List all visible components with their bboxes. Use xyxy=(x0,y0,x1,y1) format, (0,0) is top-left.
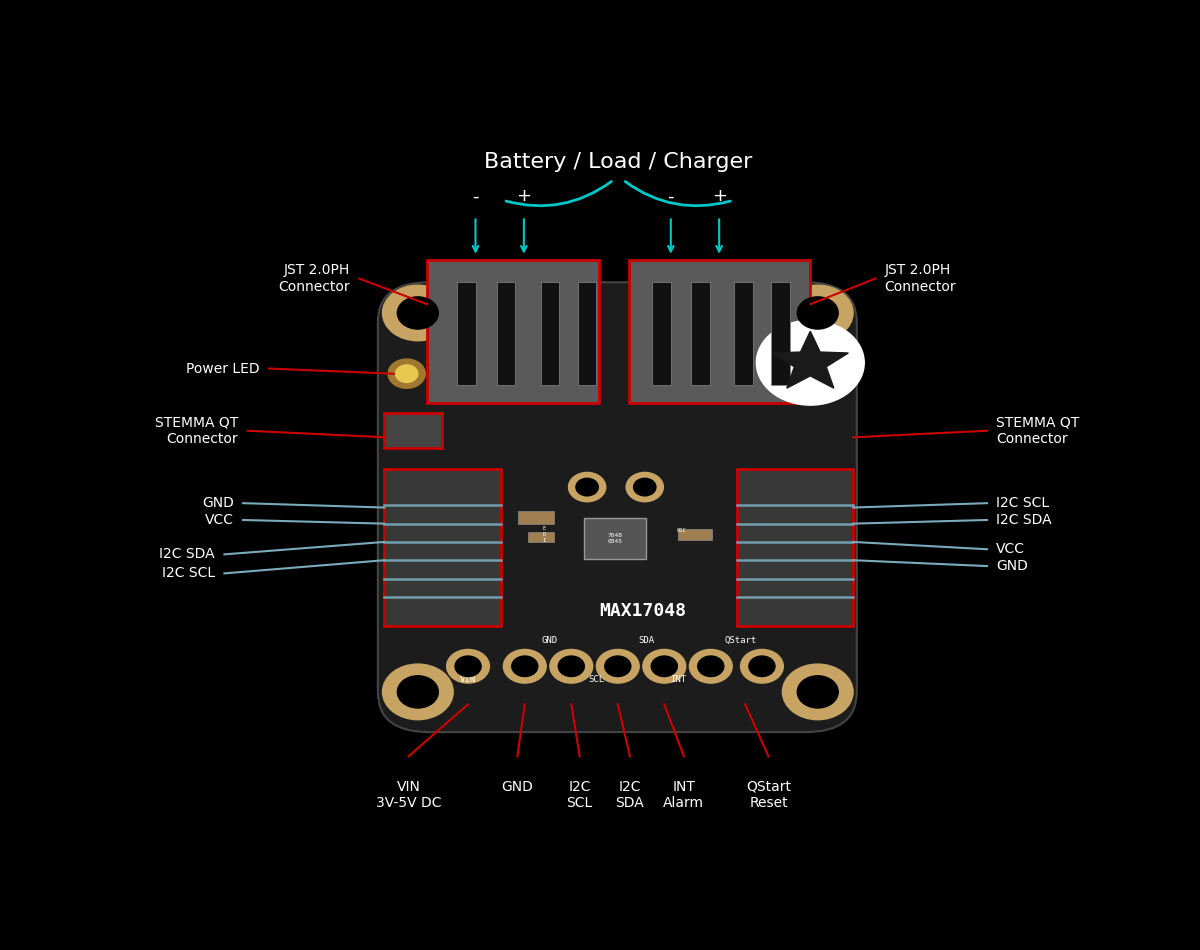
Circle shape xyxy=(569,472,606,502)
Circle shape xyxy=(749,656,775,676)
Circle shape xyxy=(797,675,839,708)
Text: -: - xyxy=(667,187,674,205)
Text: GND: GND xyxy=(202,496,234,510)
Circle shape xyxy=(455,656,481,676)
FancyBboxPatch shape xyxy=(384,468,500,626)
FancyBboxPatch shape xyxy=(457,282,475,385)
Text: GND: GND xyxy=(542,636,558,645)
FancyBboxPatch shape xyxy=(528,532,553,541)
Polygon shape xyxy=(773,332,848,389)
Circle shape xyxy=(797,296,839,329)
Circle shape xyxy=(697,656,724,676)
Text: QStart
Reset: QStart Reset xyxy=(746,780,791,809)
FancyBboxPatch shape xyxy=(734,282,752,385)
Text: INT: INT xyxy=(670,674,686,684)
Circle shape xyxy=(626,472,664,502)
Text: Power LED: Power LED xyxy=(186,362,259,375)
Text: +: + xyxy=(516,187,532,205)
Circle shape xyxy=(782,285,853,341)
Text: -: - xyxy=(473,187,479,205)
Text: INT
Alarm: INT Alarm xyxy=(664,780,704,809)
Circle shape xyxy=(558,656,584,676)
Circle shape xyxy=(446,650,490,683)
FancyBboxPatch shape xyxy=(578,282,596,385)
Text: 01C: 01C xyxy=(677,528,686,534)
Text: I2C SDA: I2C SDA xyxy=(996,513,1052,527)
Circle shape xyxy=(388,359,425,389)
Text: I2C
SDA: I2C SDA xyxy=(616,780,644,809)
Circle shape xyxy=(634,478,656,496)
Circle shape xyxy=(756,320,864,405)
FancyBboxPatch shape xyxy=(691,282,710,385)
Circle shape xyxy=(605,656,631,676)
FancyBboxPatch shape xyxy=(584,518,646,559)
Text: GND: GND xyxy=(502,780,533,793)
Text: QStart: QStart xyxy=(725,636,757,645)
Text: VCC: VCC xyxy=(205,513,234,527)
Text: VIN: VIN xyxy=(460,674,476,684)
Text: I2C SDA: I2C SDA xyxy=(160,547,215,561)
Text: JST 2.0PH
Connector: JST 2.0PH Connector xyxy=(884,263,956,294)
Circle shape xyxy=(689,650,732,683)
Circle shape xyxy=(740,650,784,683)
Text: VCC: VCC xyxy=(996,542,1025,557)
Text: STEMMA QT
Connector: STEMMA QT Connector xyxy=(155,416,239,446)
FancyBboxPatch shape xyxy=(518,511,553,524)
Circle shape xyxy=(397,296,438,329)
FancyBboxPatch shape xyxy=(772,282,790,385)
FancyBboxPatch shape xyxy=(629,260,810,403)
Text: I2C SCL: I2C SCL xyxy=(162,566,215,580)
FancyBboxPatch shape xyxy=(653,282,671,385)
FancyBboxPatch shape xyxy=(540,282,559,385)
Text: MAX17048: MAX17048 xyxy=(600,602,686,620)
FancyBboxPatch shape xyxy=(427,260,599,403)
Circle shape xyxy=(550,650,593,683)
Circle shape xyxy=(504,650,546,683)
Circle shape xyxy=(383,664,454,720)
Text: SDA: SDA xyxy=(638,636,655,645)
Circle shape xyxy=(576,478,599,496)
Circle shape xyxy=(643,650,685,683)
Circle shape xyxy=(652,656,677,676)
FancyBboxPatch shape xyxy=(384,413,442,448)
Text: I2C
SCL: I2C SCL xyxy=(566,780,593,809)
Text: JST 2.0PH
Connector: JST 2.0PH Connector xyxy=(278,263,350,294)
Circle shape xyxy=(396,365,418,383)
FancyBboxPatch shape xyxy=(737,468,853,626)
Circle shape xyxy=(596,650,640,683)
Text: Battery / Load / Charger: Battery / Load / Charger xyxy=(484,152,752,172)
FancyBboxPatch shape xyxy=(678,529,712,541)
Circle shape xyxy=(397,675,438,708)
Text: VIN
3V-5V DC: VIN 3V-5V DC xyxy=(376,780,442,809)
Text: I2C SCL: I2C SCL xyxy=(996,496,1050,510)
Text: +: + xyxy=(712,187,727,205)
Text: SCL: SCL xyxy=(588,674,605,684)
Text: GND: GND xyxy=(996,559,1028,573)
Circle shape xyxy=(782,664,853,720)
Text: E
D
I: E D I xyxy=(542,526,546,542)
Text: 7048
0845: 7048 0845 xyxy=(607,533,623,543)
Circle shape xyxy=(511,656,538,676)
Text: STEMMA QT
Connector: STEMMA QT Connector xyxy=(996,416,1080,446)
FancyBboxPatch shape xyxy=(497,282,516,385)
FancyBboxPatch shape xyxy=(378,282,857,732)
Circle shape xyxy=(383,285,454,341)
